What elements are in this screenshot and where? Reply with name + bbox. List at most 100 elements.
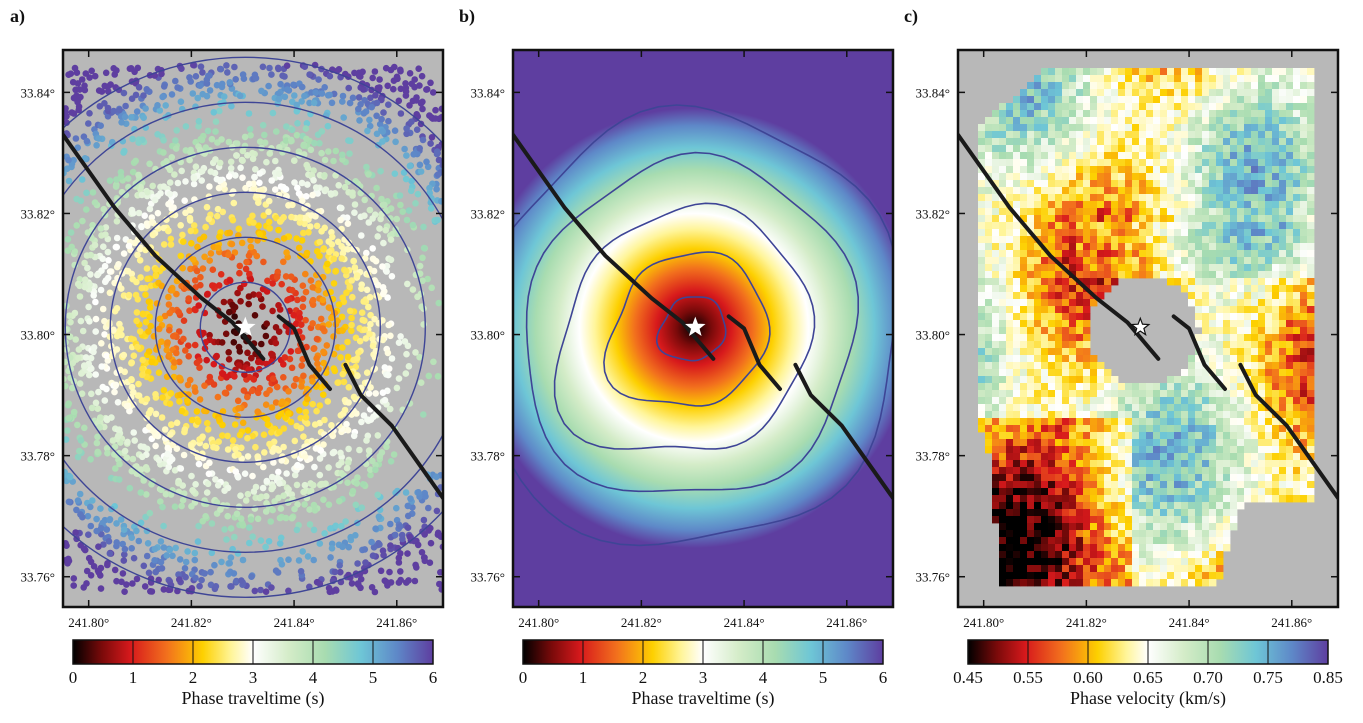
velocity-cell	[1139, 222, 1146, 229]
velocity-cell	[1111, 208, 1118, 215]
velocity-cell	[1118, 264, 1125, 271]
velocity-cell	[1104, 173, 1111, 180]
colorbar-tick-label: 2	[639, 668, 648, 687]
velocity-cell	[1153, 397, 1160, 404]
velocity-cell	[1195, 187, 1202, 194]
velocity-cell	[1097, 152, 1104, 159]
velocity-cell	[1041, 320, 1048, 327]
velocity-cell	[1174, 117, 1181, 124]
station-point	[296, 190, 303, 197]
station-point	[76, 86, 83, 93]
colorbar-b: 0 1 2 3 4 5 6Phase traveltime (s)	[519, 640, 888, 709]
velocity-cell	[1223, 348, 1230, 355]
velocity-cell	[1244, 110, 1251, 117]
velocity-cell	[1097, 229, 1104, 236]
velocity-cell	[978, 236, 985, 243]
station-point	[100, 243, 107, 250]
velocity-cell	[1272, 313, 1279, 320]
station-point	[345, 85, 352, 92]
station-point	[394, 76, 401, 83]
station-point	[245, 491, 252, 498]
velocity-cell	[1286, 376, 1293, 383]
velocity-cell	[1202, 320, 1209, 327]
station-point	[385, 101, 392, 108]
station-point	[294, 462, 301, 469]
station-point	[237, 263, 244, 270]
station-point	[361, 326, 368, 333]
station-point	[175, 180, 182, 187]
velocity-cell	[1013, 278, 1020, 285]
velocity-cell	[1048, 299, 1055, 306]
velocity-cell	[1279, 285, 1286, 292]
station-point	[239, 240, 246, 247]
velocity-cell	[1216, 131, 1223, 138]
station-point	[330, 158, 337, 165]
velocity-cell	[1125, 243, 1132, 250]
station-point	[280, 259, 287, 266]
station-point	[355, 349, 362, 356]
velocity-cell	[1034, 369, 1041, 376]
station-point	[374, 492, 381, 499]
velocity-cell	[1006, 313, 1013, 320]
velocity-cell	[1244, 327, 1251, 334]
velocity-cell	[1034, 89, 1041, 96]
colorbar-tick-label: 6	[879, 668, 888, 687]
velocity-cell	[1202, 341, 1209, 348]
velocity-cell	[1174, 152, 1181, 159]
panel-a: a) 241.80° 241.82° 241.84° 241.86°33.76°33.…	[0, 6, 515, 709]
station-point	[362, 559, 369, 566]
velocity-cell	[1027, 166, 1034, 173]
velocity-cell	[1020, 299, 1027, 306]
velocity-cell	[1027, 306, 1034, 313]
station-point	[187, 207, 194, 214]
velocity-cell	[1251, 271, 1258, 278]
velocity-cell	[1216, 201, 1223, 208]
velocity-cell	[1048, 103, 1055, 110]
station-point	[136, 538, 143, 545]
station-point	[87, 271, 94, 278]
velocity-cell	[1286, 236, 1293, 243]
velocity-cell	[1125, 124, 1132, 131]
panel-c: c) 241.80° 241.82° 241.84° 241.86°33.76°33.…	[904, 6, 1343, 709]
station-point	[77, 293, 84, 300]
velocity-cell	[1300, 75, 1307, 82]
velocity-cell	[1020, 180, 1027, 187]
station-point	[168, 236, 175, 243]
velocity-cell	[1216, 320, 1223, 327]
velocity-cell	[1174, 89, 1181, 96]
velocity-cell	[1258, 187, 1265, 194]
velocity-cell	[1167, 376, 1174, 383]
velocity-cell	[1048, 201, 1055, 208]
velocity-cell	[1272, 173, 1279, 180]
x-tick-label: 241.80°	[68, 615, 109, 630]
station-point	[289, 515, 296, 522]
station-point	[366, 117, 373, 124]
velocity-cell	[1195, 390, 1202, 397]
velocity-cell	[1258, 215, 1265, 222]
velocity-cell	[1244, 180, 1251, 187]
station-point	[342, 407, 349, 414]
velocity-cell	[1076, 320, 1083, 327]
velocity-cell	[992, 369, 999, 376]
station-point	[194, 268, 201, 275]
station-point	[311, 464, 318, 471]
velocity-cell	[1223, 292, 1230, 299]
velocity-cell	[1272, 257, 1279, 264]
velocity-cell	[1181, 145, 1188, 152]
velocity-cell	[1146, 222, 1153, 229]
station-point	[348, 328, 355, 335]
velocity-cell	[1048, 89, 1055, 96]
velocity-cell	[1055, 306, 1062, 313]
velocity-cell	[1069, 250, 1076, 257]
velocity-cell	[1146, 96, 1153, 103]
velocity-cell	[1041, 299, 1048, 306]
station-point	[276, 429, 283, 436]
velocity-cell	[992, 131, 999, 138]
velocity-cell	[1174, 271, 1181, 278]
station-point	[300, 304, 307, 311]
station-point	[128, 359, 135, 366]
velocity-cell	[1027, 124, 1034, 131]
velocity-cell	[1013, 390, 1020, 397]
station-point	[372, 92, 379, 99]
velocity-cell	[978, 285, 985, 292]
